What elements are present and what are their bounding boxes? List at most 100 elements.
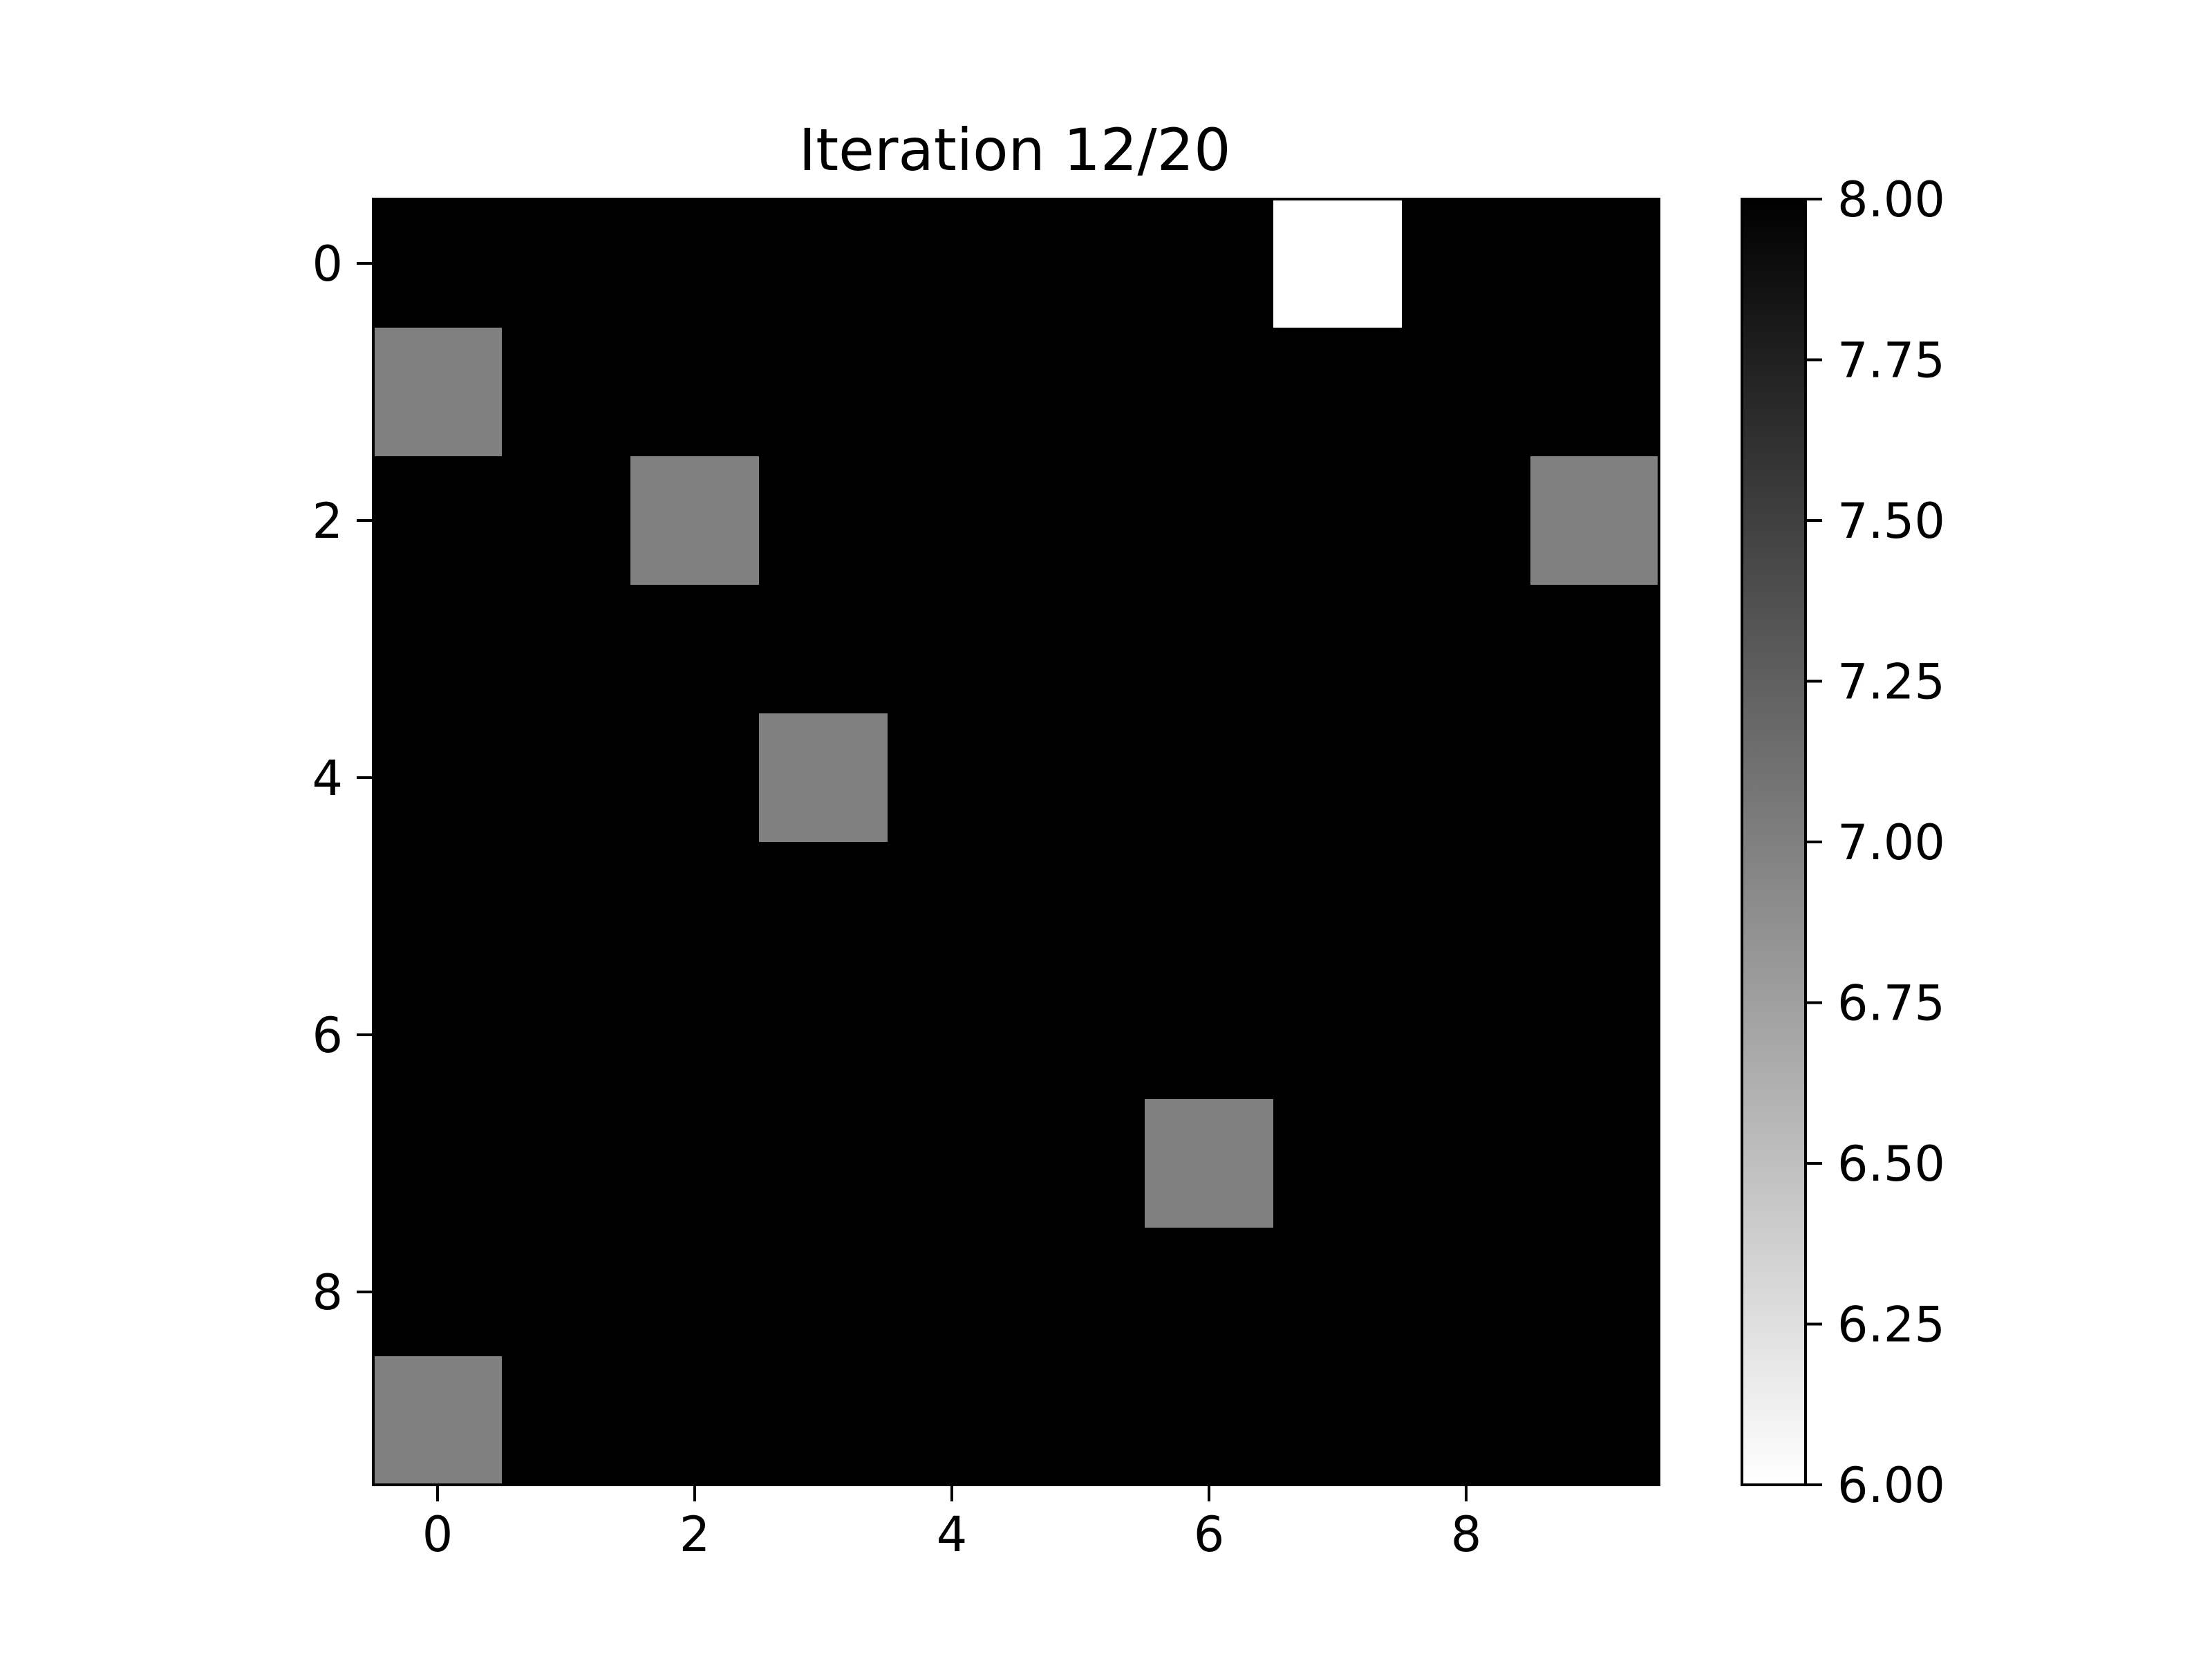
heatmap-cell-r8-c5: [1016, 1228, 1145, 1357]
heatmap-cell-r5-c0: [373, 842, 503, 971]
heatmap-cell-r2-c5: [1016, 456, 1145, 585]
heatmap-cell-r8-c9: [1530, 1228, 1660, 1357]
heatmap-cell-r2-c7: [1273, 456, 1403, 585]
heatmap-cell-r5-c9: [1530, 842, 1660, 971]
heatmap-cell-r3-c1: [502, 585, 631, 714]
heatmap-cell-r0-c3: [759, 199, 888, 328]
colorbar-tick-label: 7.25: [1837, 654, 1945, 711]
heatmap-cell-r1-c1: [502, 328, 631, 457]
heatmap-cell-r5-c2: [630, 842, 760, 971]
heatmap-cell-r2-c3: [759, 456, 888, 585]
heatmap-cell-r6-c2: [630, 971, 760, 1100]
heatmap-cell-r5-c6: [1145, 842, 1274, 971]
x-tick-label: 8: [1451, 1506, 1482, 1563]
heatmap-cell-r2-c8: [1402, 456, 1531, 585]
heatmap-cell-r2-c6: [1145, 456, 1274, 585]
heatmap-cell-r0-c6: [1145, 199, 1274, 328]
heatmap-cell-r7-c2: [630, 1099, 760, 1228]
colorbar-tick-label: 6.25: [1837, 1297, 1945, 1353]
heatmap-cell-r7-c6: [1145, 1099, 1274, 1228]
heatmap-cell-r6-c1: [502, 971, 631, 1100]
heatmap-cell-r6-c9: [1530, 971, 1660, 1100]
heatmap-cell-r7-c0: [373, 1099, 503, 1228]
heatmap-cell-r4-c8: [1402, 713, 1531, 843]
heatmap-cell-r9-c0: [373, 1356, 503, 1485]
heatmap-cell-r4-c6: [1145, 713, 1274, 843]
heatmap-cell-r1-c7: [1273, 328, 1403, 457]
y-axis: 0 2 4 6 8: [312, 236, 373, 1321]
heatmap-cell-r4-c1: [502, 713, 631, 843]
x-tick-label: 0: [422, 1506, 453, 1563]
y-tick-label: 4: [312, 750, 343, 807]
heatmap-cell-r5-c1: [502, 842, 631, 971]
heatmap-cell-r7-c4: [888, 1099, 1017, 1228]
heatmap-cell-r1-c5: [1016, 328, 1145, 457]
heatmap-cell-r2-c2: [630, 456, 760, 585]
heatmap-cell-r8-c3: [759, 1228, 888, 1357]
heatmap-cell-r0-c9: [1530, 199, 1660, 328]
heatmap-cell-r4-c2: [630, 713, 760, 843]
heatmap-cell-r9-c8: [1402, 1356, 1531, 1485]
heatmap-cell-r1-c0: [373, 328, 503, 457]
y-tick-label: 6: [312, 1007, 343, 1064]
heatmap-cell-r9-c1: [502, 1356, 631, 1485]
heatmap-cell-r3-c4: [888, 585, 1017, 714]
heatmap-cell-r3-c7: [1273, 585, 1403, 714]
heatmap-cell-r9-c9: [1530, 1356, 1660, 1485]
heatmap-cell-r4-c0: [373, 713, 503, 843]
heatmap-cell-r7-c9: [1530, 1099, 1660, 1228]
colorbar-tick-label: 7.50: [1837, 493, 1945, 550]
heatmap-cell-r8-c6: [1145, 1228, 1274, 1357]
heatmap-cells: [373, 199, 1660, 1485]
colorbar-tick-label: 7.75: [1837, 332, 1945, 389]
heatmap-cell-r7-c3: [759, 1099, 888, 1228]
heatmap-cell-r4-c5: [1016, 713, 1145, 843]
heatmap-cell-r4-c7: [1273, 713, 1403, 843]
heatmap-cell-r5-c7: [1273, 842, 1403, 971]
heatmap-cell-r0-c8: [1402, 199, 1531, 328]
plot-frame: [372, 198, 1660, 1486]
colorbar-tick-label: 6.00: [1837, 1457, 1945, 1514]
x-axis: 0 2 4 6 8: [422, 1485, 1482, 1563]
heatmap-cell-r9-c4: [888, 1356, 1017, 1485]
heatmap-cell-r9-c2: [630, 1356, 760, 1485]
heatmap-cell-r1-c8: [1402, 328, 1531, 457]
heatmap-cell-r3-c9: [1530, 585, 1660, 714]
heatmap-cell-r6-c7: [1273, 971, 1403, 1100]
heatmap-cell-r7-c8: [1402, 1099, 1531, 1228]
heatmap-cell-r5-c5: [1016, 842, 1145, 971]
heatmap-cell-r5-c3: [759, 842, 888, 971]
heatmap-cell-r7-c1: [502, 1099, 631, 1228]
heatmap-cell-r3-c5: [1016, 585, 1145, 714]
heatmap-cell-r6-c8: [1402, 971, 1531, 1100]
x-tick-label: 6: [1194, 1506, 1225, 1563]
heatmap-cell-r0-c2: [630, 199, 760, 328]
y-tick-label: 0: [312, 236, 343, 292]
heatmap-cell-r3-c6: [1145, 585, 1274, 714]
heatmap-cell-r7-c5: [1016, 1099, 1145, 1228]
heatmap-cell-r3-c0: [373, 585, 503, 714]
colorbar-tick-label: 7.00: [1837, 814, 1945, 871]
heatmap-cell-r9-c6: [1145, 1356, 1274, 1485]
heatmap-cell-r6-c4: [888, 971, 1017, 1100]
heatmap-cell-r6-c0: [373, 971, 503, 1100]
heatmap-cell-r2-c0: [373, 456, 503, 585]
heatmap-cell-r0-c5: [1016, 199, 1145, 328]
heatmap-cell-r8-c4: [888, 1228, 1017, 1357]
x-tick-label: 4: [937, 1506, 968, 1563]
heatmap-cell-r9-c7: [1273, 1356, 1403, 1485]
heatmap-cell-r0-c4: [888, 199, 1017, 328]
heatmap-cell-r1-c9: [1530, 328, 1660, 457]
heatmap-cell-r1-c2: [630, 328, 760, 457]
heatmap-cell-r6-c5: [1016, 971, 1145, 1100]
colorbar: 6.00 6.25 6.50 6.75 7.00 7.25 7.50 7.75 8.00: [1741, 171, 1945, 1514]
heatmap-cell-r1-c3: [759, 328, 888, 457]
heatmap-cell-r0-c1: [502, 199, 631, 328]
y-tick-label: 8: [312, 1264, 343, 1321]
heatmap-cell-r3-c2: [630, 585, 760, 714]
heatmap-cell-r6-c3: [759, 971, 888, 1100]
colorbar-tick-label: 6.50: [1837, 1136, 1945, 1192]
heatmap-cell-r2-c1: [502, 456, 631, 585]
heatmap-cell-r8-c1: [502, 1228, 631, 1357]
heatmap-cell-r8-c0: [373, 1228, 503, 1357]
